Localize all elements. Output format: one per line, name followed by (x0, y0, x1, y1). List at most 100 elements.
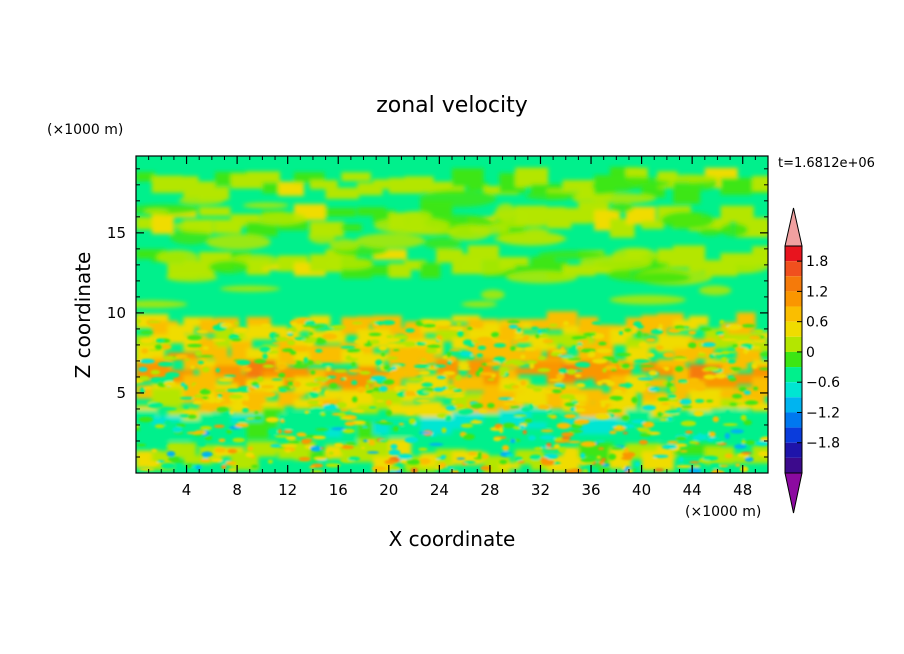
field-speckle-cell (236, 359, 251, 366)
field-speckle-cell (233, 327, 249, 334)
field-speckle-cell (400, 468, 406, 472)
field-speckle-cell (262, 353, 268, 360)
field-speckle-cell (661, 444, 678, 450)
field-speckle-cell (169, 332, 185, 335)
field-upper-cell (481, 289, 505, 300)
field-cell (452, 359, 482, 367)
field-speckle-cell (192, 397, 203, 400)
field-speckle-cell (147, 402, 164, 409)
field-speckle-cell (683, 351, 695, 358)
field-upper-cell (419, 189, 497, 208)
field-cell (499, 462, 521, 470)
field-speckle-cell (192, 400, 203, 405)
field-speckle-cell (165, 371, 180, 379)
field-speckle-cell (253, 359, 267, 364)
field-speckle-cell (477, 345, 487, 351)
field-speckle-cell (463, 460, 476, 464)
field-speckle-cell (421, 358, 426, 361)
field-speckle-cell (580, 339, 590, 342)
colorbar-swatch (785, 306, 802, 322)
field-speckle-cell (486, 361, 501, 367)
field-speckle-cell (204, 435, 213, 441)
field-speckle-cell (558, 355, 575, 358)
field-speckle-cell (499, 459, 508, 465)
field-cell (736, 349, 762, 362)
field-cell (151, 369, 172, 378)
field-cell (467, 182, 488, 191)
field-speckle-cell (532, 387, 543, 392)
field-speckle-cell (184, 358, 191, 361)
field-speckle-cell (194, 394, 203, 399)
y-axis-title: Z coordinate (71, 252, 95, 379)
field-upper-cell (136, 300, 188, 309)
field-speckle-cell (621, 415, 630, 421)
field-speckle-cell (600, 379, 612, 384)
field-speckle-cell (224, 460, 237, 466)
field-speckle-cell (438, 462, 447, 469)
field-cell (262, 326, 288, 335)
field-speckle-cell (365, 383, 370, 390)
field-speckle-cell (519, 425, 525, 429)
field-speckle-cell (351, 380, 358, 386)
field-speckle-cell (636, 330, 642, 338)
field-speckle-cell (384, 460, 396, 465)
field-speckle-cell (508, 324, 519, 329)
field-speckle-cell (642, 333, 649, 336)
field-speckle-cell (366, 379, 375, 384)
colorbar-swatch (785, 382, 802, 398)
field-speckle-cell (154, 344, 163, 350)
field-speckle-cell (136, 426, 141, 432)
field-speckle-cell (470, 402, 484, 409)
field-speckle-cell (214, 389, 227, 392)
field-speckle-cell (195, 351, 202, 356)
field-speckle-cell (237, 419, 249, 424)
field-speckle-cell (748, 335, 761, 340)
field-speckle-cell (139, 358, 155, 364)
field-speckle-cell (199, 396, 210, 400)
field-speckle-cell (526, 398, 531, 402)
field-speckle-cell (200, 425, 213, 431)
field-cell (436, 419, 457, 427)
field-speckle-cell (571, 345, 577, 350)
field-speckle-cell (167, 445, 183, 449)
field-speckle-cell (476, 336, 493, 343)
field-speckle-cell (361, 446, 366, 450)
field-speckle-cell (591, 358, 608, 364)
field-speckle-cell (435, 457, 446, 460)
field-speckle-cell (202, 346, 209, 351)
field-speckle-cell (392, 348, 400, 352)
field-speckle-cell (436, 334, 443, 341)
field-speckle-cell (534, 447, 543, 451)
field-cell (515, 367, 540, 375)
field-speckle-cell (253, 416, 262, 420)
field-speckle-cell (202, 366, 210, 373)
field-speckle-cell (163, 381, 176, 387)
field-speckle-cell (610, 368, 618, 372)
field-speckle-cell (320, 412, 326, 417)
field-speckle-cell (641, 405, 657, 411)
field-speckle-cell (757, 451, 768, 457)
field-speckle-cell (457, 366, 471, 371)
field-speckle-cell (310, 445, 322, 452)
field-speckle-cell (301, 324, 313, 327)
field-speckle-cell (528, 435, 536, 441)
field-speckle-cell (274, 334, 280, 338)
field-speckle-cell (480, 465, 492, 471)
field-cell (246, 325, 273, 340)
field-cell (657, 422, 678, 438)
field-speckle-cell (154, 424, 165, 429)
field-speckle-cell (611, 359, 619, 364)
field-speckle-cell (245, 452, 254, 458)
field-speckle-cell (697, 353, 707, 357)
field-cell (357, 265, 392, 276)
field-cell (689, 260, 719, 272)
field-speckle-cell (458, 409, 472, 415)
field-speckle-cell (305, 382, 321, 387)
field-speckle-cell (666, 440, 679, 444)
field-speckle-cell (314, 376, 330, 382)
field-speckle-cell (330, 325, 347, 330)
field-cell (752, 403, 768, 412)
field-upper-cell (591, 179, 635, 193)
field-upper-cell (506, 271, 578, 284)
field-cell (531, 411, 561, 423)
